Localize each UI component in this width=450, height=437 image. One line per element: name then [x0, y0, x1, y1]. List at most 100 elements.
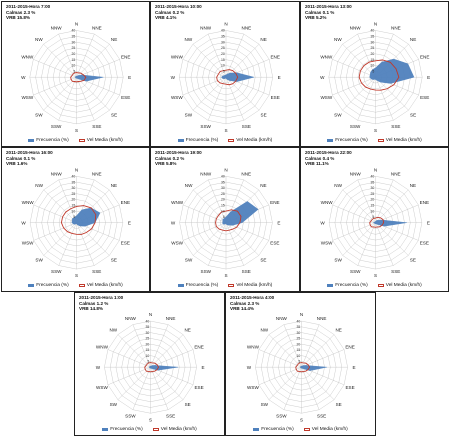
grid-spoke — [375, 222, 409, 256]
series-vel-media — [70, 72, 87, 83]
wind-rose-panel-5: 2011-2015-Hora 22:00 Calmas 0.4 % VRB 11… — [300, 147, 449, 292]
tick-label: 20 — [221, 52, 225, 56]
series-vel-media — [60, 205, 97, 235]
panel-title: 2011-2015-Hora 4:00 — [230, 295, 275, 300]
panel-vrb: VRB 14.8% — [79, 306, 104, 312]
direction-label: ESE — [121, 95, 130, 100]
direction-label: N — [374, 22, 377, 27]
grid-spoke — [76, 77, 95, 121]
direction-label: SSW — [350, 124, 361, 129]
grid-spoke — [207, 33, 227, 78]
wind-rose-chart: 510152025303540NNNENEENEEESESESSESSSWSWW… — [21, 22, 131, 133]
grid-spoke — [258, 349, 302, 368]
direction-label: S — [224, 128, 227, 133]
wind-rose-panel-2: 2011-2015-Hora 13:00 Calmas 0.1 % VRB 5.… — [300, 1, 449, 147]
tick-label: 5 — [147, 360, 149, 364]
tick-label: 40 — [221, 29, 225, 33]
grid-spoke — [183, 222, 227, 241]
direction-label: NW — [185, 37, 193, 42]
tick-label: 35 — [297, 325, 301, 329]
tick-label: 25 — [72, 46, 76, 50]
direction-label: ESE — [420, 95, 429, 100]
direction-label: E — [128, 220, 131, 225]
tick-label: 35 — [371, 35, 375, 39]
tick-label: 15 — [371, 58, 375, 62]
direction-label: WSW — [321, 241, 333, 246]
radar-grid — [255, 320, 348, 414]
grid-spoke — [183, 204, 227, 223]
tick-label: 35 — [221, 180, 225, 184]
direction-label: WNW — [320, 54, 333, 59]
direction-label: ESE — [121, 241, 130, 246]
panel-header: 2011-2015-Hora 13:00 Calmas 0.1 % VRB 5.… — [305, 4, 352, 21]
panel-title: 2011-2015-Hora 22:00 — [305, 150, 352, 155]
legend-label: Frecuencia (%) — [36, 138, 69, 143]
direction-label: SE — [261, 112, 267, 117]
grid-spoke — [43, 222, 77, 256]
tick-label: 10 — [146, 354, 150, 358]
direction-label: SSE — [242, 124, 251, 129]
legend-label: Vel Media (km/h) — [385, 283, 422, 288]
panel-calmas: Calmas 2.3 % — [230, 300, 260, 306]
direction-label: ENE — [420, 200, 429, 205]
grid-spoke — [117, 367, 151, 400]
legend-swatch-fill — [102, 427, 109, 432]
grid-spoke — [207, 77, 227, 121]
direction-label: S — [75, 273, 78, 278]
panel-calmas: Calmas 0.2 % — [155, 9, 185, 15]
tick-label: 5 — [73, 215, 75, 219]
direction-label: NW — [334, 183, 342, 188]
direction-label: SSE — [242, 269, 251, 274]
direction-label: SSE — [391, 269, 400, 274]
grid-spoke — [76, 44, 110, 78]
panel-legend: Frecuencia (%) Vel Media (km/h) — [301, 283, 448, 288]
direction-label: S — [300, 417, 303, 422]
panel-header: 2011-2015-Hora 4:00 Calmas 2.3 % VRB 14.… — [230, 295, 274, 312]
panel-vrb: VRB 5.8% — [155, 161, 177, 167]
direction-label: NW — [185, 183, 193, 188]
panel-header: 2011-2015-Hora 1:00 Calmas 1.2 % VRB 14.… — [79, 295, 123, 312]
grid-spoke — [332, 204, 376, 223]
direction-label: ENE — [270, 54, 279, 59]
legend-swatch-line — [377, 283, 384, 288]
series-frecuencia — [372, 219, 407, 227]
panel-calmas: Calmas 0.4 % — [305, 155, 335, 161]
legend-label: Frecuencia (%) — [335, 283, 368, 288]
panel-legend: Frecuencia (%) Vel Media (km/h) — [151, 283, 299, 288]
tick-label: 40 — [221, 174, 225, 178]
grid-spoke — [342, 77, 376, 111]
direction-label: SW — [334, 112, 342, 117]
direction-label: SSW — [200, 124, 211, 129]
series-frecuencia — [71, 207, 101, 227]
tick-label: 35 — [72, 35, 76, 39]
direction-label: NNW — [350, 171, 362, 176]
direction-label: WSW — [320, 95, 332, 100]
tick-label: 30 — [371, 40, 375, 44]
tick-label: 10 — [371, 209, 375, 213]
wind-rose-panel-1: 2011-2015-Hora 10:00 Calmas 0.2 % VRB 4.… — [150, 1, 300, 147]
direction-label: SW — [334, 258, 342, 263]
wind-rose-panel-4: 2011-2015-Hora 19:00 Calmas 0.2 % VRB 5.… — [150, 147, 300, 292]
direction-label: SSW — [350, 269, 361, 274]
legend-item-vel-media: Vel Media (km/h) — [78, 283, 123, 288]
grid-spoke — [375, 189, 409, 223]
direction-label: NNE — [242, 26, 252, 31]
grid-spoke — [332, 59, 376, 78]
direction-label: ENE — [345, 345, 354, 350]
grid-spoke — [357, 222, 376, 266]
tick-label: 15 — [72, 58, 76, 62]
tick-label: 5 — [298, 360, 300, 364]
grid-spoke — [150, 367, 184, 400]
wind-rose-chart: 510152025303540NNNENEENEEESESESSESSSWSWW… — [21, 167, 131, 278]
tick-label: 20 — [297, 342, 301, 346]
tick-label: 10 — [297, 354, 301, 358]
direction-label: N — [224, 167, 227, 172]
panel-legend: Frecuencia (%) Vel Media (km/h) — [151, 138, 299, 143]
tick-label: 30 — [146, 331, 150, 335]
direction-label: W — [171, 75, 176, 80]
legend-label: Frecuencia (%) — [110, 427, 143, 432]
grid-spoke — [117, 334, 151, 368]
direction-label: E — [427, 75, 430, 80]
legend-swatch-fill — [327, 283, 334, 288]
